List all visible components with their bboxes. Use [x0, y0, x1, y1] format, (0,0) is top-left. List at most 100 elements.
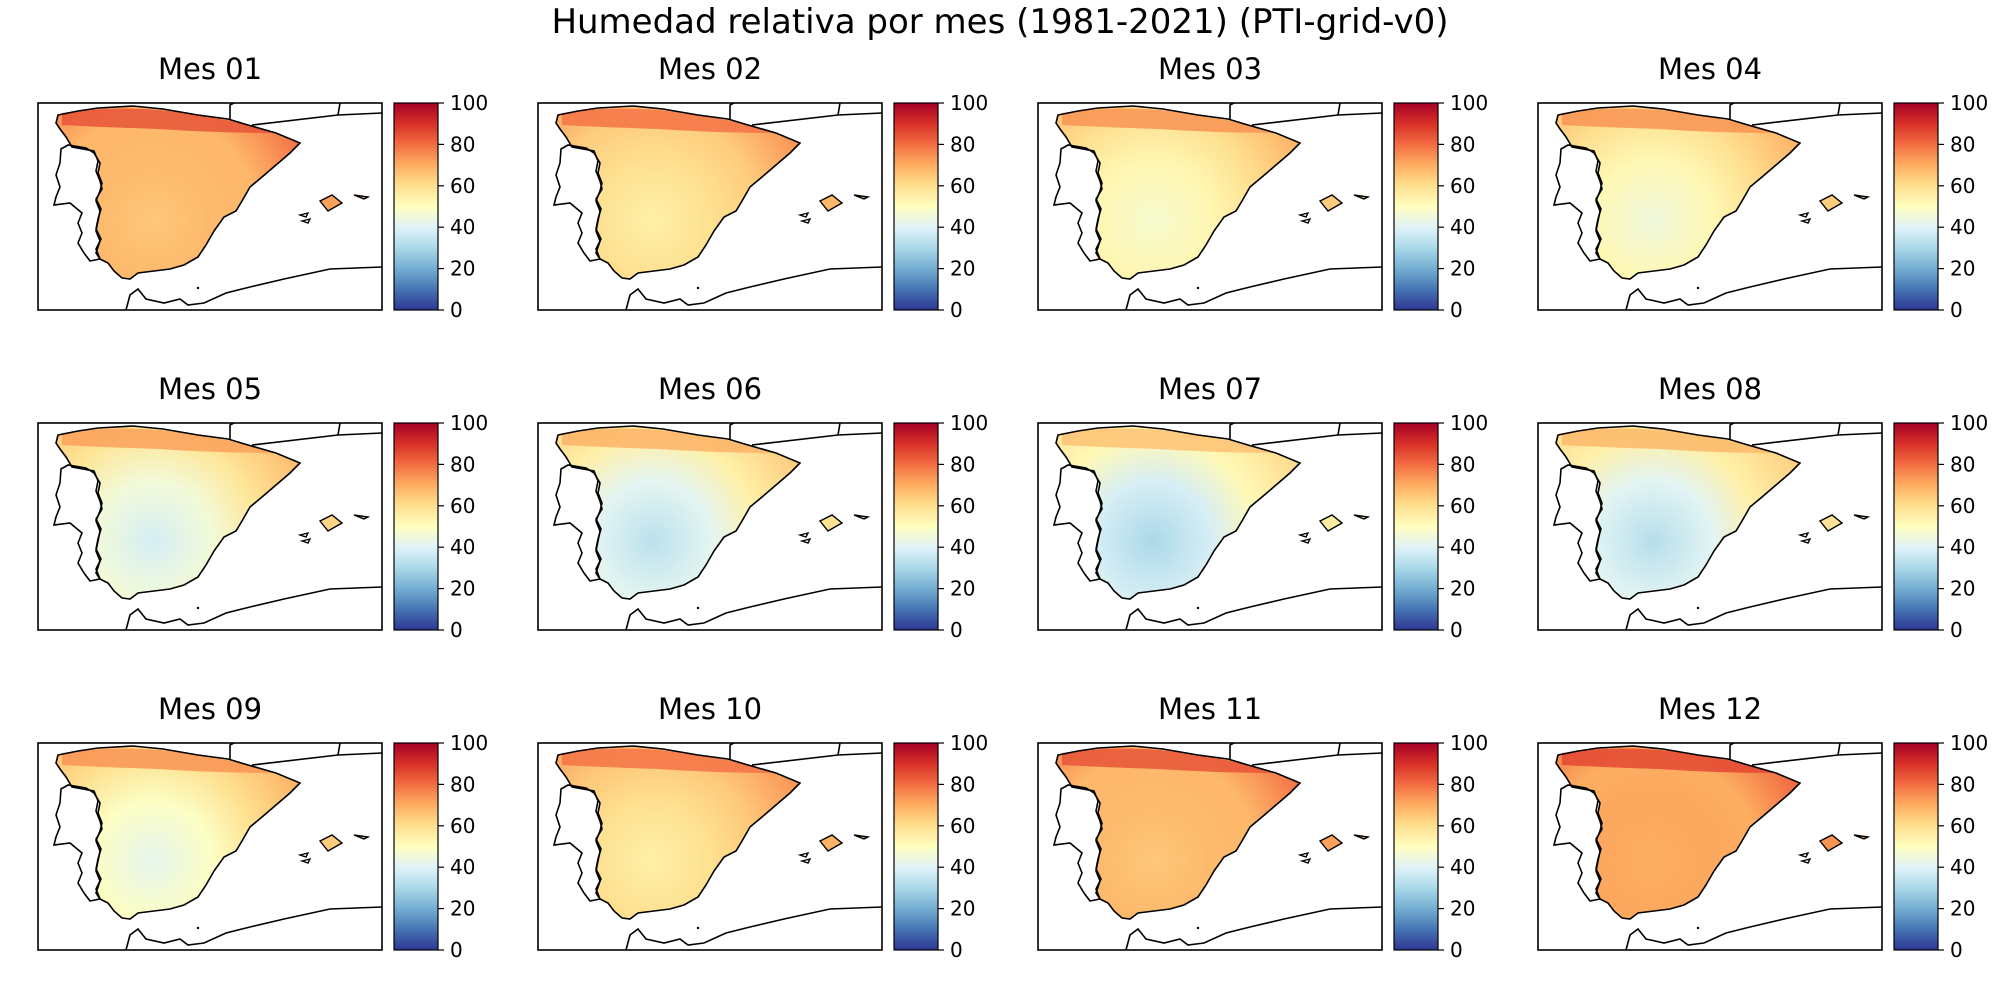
mallorca [818, 514, 844, 532]
alboran [1696, 926, 1700, 930]
ibiza [1797, 211, 1810, 218]
colorbar [393, 422, 439, 631]
ibiza [1797, 851, 1810, 858]
colorbar-tick-label: 40 [1450, 855, 1475, 879]
colorbar-tick-label: 20 [1950, 577, 1975, 601]
colorbar-tick-label: 40 [1450, 535, 1475, 559]
colorbar-tick-label: 100 [1450, 411, 1488, 435]
colorbar-tick-label: 80 [1950, 132, 1975, 156]
colorbar-tick-label: 40 [450, 535, 475, 559]
colorbar-tick-label: 60 [950, 494, 975, 518]
coastline [1055, 745, 1302, 920]
colorbar-tick-label: 100 [950, 91, 988, 115]
map-frame [1037, 102, 1383, 311]
colorbar-tick-label: 100 [450, 91, 488, 115]
africa-coast [625, 586, 882, 630]
humidity-field [556, 106, 800, 279]
portugal-blank [1552, 784, 1603, 902]
coastline [55, 105, 302, 280]
map-area [52, 743, 382, 950]
colorbar-tick-label: 60 [1450, 174, 1475, 198]
map-area [552, 423, 882, 630]
colorbar-tick-label: 100 [450, 411, 488, 435]
humidity-field [56, 106, 300, 279]
map-frame [537, 102, 883, 311]
panel-title: Mes 03 [1158, 52, 1262, 86]
map-panel: Mes 04 0 20 40 60 80 100 [1537, 52, 1988, 322]
colorbar [1393, 422, 1439, 631]
alboran [1696, 606, 1700, 610]
north-coast-band [1562, 428, 1776, 453]
france-border [1729, 423, 1882, 446]
panel-title: Mes 06 [658, 372, 762, 406]
colorbar-tick-label: 60 [450, 494, 475, 518]
alboran [696, 606, 700, 610]
portugal-blank [1552, 464, 1603, 582]
coastline [1555, 745, 1802, 920]
panel-title: Mes 04 [1658, 52, 1762, 86]
colorbar-tick-label: 100 [950, 731, 988, 755]
colorbar-tick-label: 60 [950, 814, 975, 838]
africa-coast [125, 906, 382, 950]
ibiza [297, 531, 310, 538]
panel-title: Mes 11 [1158, 692, 1262, 726]
north-coast-band [562, 108, 776, 133]
formentera [1799, 857, 1812, 864]
colorbar-tick-label: 40 [450, 215, 475, 239]
colorbar-tick-label: 80 [950, 772, 975, 796]
portugal-blank [1052, 784, 1103, 902]
colorbar-tick-label: 20 [450, 257, 475, 281]
formentera [799, 537, 812, 544]
menorca [853, 834, 871, 840]
colorbar-tick-label: 60 [1450, 814, 1475, 838]
map-panel: Mes 12 0 20 40 60 80 100 [1537, 692, 1988, 962]
humidity-field [1556, 106, 1800, 279]
colorbar-tick-label: 40 [1450, 215, 1475, 239]
map-panel: Mes 10 0 20 40 60 80 100 [537, 692, 988, 962]
mallorca [1818, 514, 1844, 532]
france-border [729, 743, 882, 766]
colorbar-tick-label: 0 [950, 298, 963, 322]
panel-title: Mes 12 [1658, 692, 1762, 726]
north-coast-band [1562, 108, 1776, 133]
menorca [853, 194, 871, 200]
france-border [1729, 103, 1882, 126]
portugal-blank [1052, 464, 1103, 582]
colorbar-tick-label: 40 [1950, 215, 1975, 239]
humidity-field [56, 746, 300, 919]
france-border [1229, 743, 1382, 766]
humidity-field [1056, 746, 1300, 919]
menorca [1853, 834, 1871, 840]
alboran [696, 926, 700, 930]
menorca [353, 194, 371, 200]
colorbar-tick-label: 80 [450, 452, 475, 476]
map-area [1552, 103, 1882, 310]
coastline [1555, 425, 1802, 600]
colorbar-tick-label: 100 [1950, 411, 1988, 435]
map-area [1552, 423, 1882, 630]
mallorca [1318, 514, 1344, 532]
colorbar [393, 742, 439, 951]
north-coast-band [62, 428, 276, 453]
africa-coast [625, 906, 882, 950]
colorbar [1893, 102, 1939, 311]
map-area [552, 103, 882, 310]
alboran [1196, 606, 1200, 610]
colorbar-tick-label: 80 [1950, 452, 1975, 476]
colorbar [893, 742, 939, 951]
map-frame [1537, 742, 1883, 951]
portugal-blank [1552, 144, 1603, 262]
coastline [55, 745, 302, 920]
alboran [1196, 926, 1200, 930]
map-frame [37, 742, 383, 951]
colorbar-tick-label: 20 [950, 897, 975, 921]
colorbar [893, 422, 939, 631]
colorbar-tick-label: 40 [450, 855, 475, 879]
menorca [1353, 834, 1371, 840]
formentera [1799, 537, 1812, 544]
alboran [196, 286, 200, 290]
portugal-blank [52, 464, 103, 582]
panel-title: Mes 01 [158, 52, 262, 86]
colorbar [1893, 422, 1939, 631]
